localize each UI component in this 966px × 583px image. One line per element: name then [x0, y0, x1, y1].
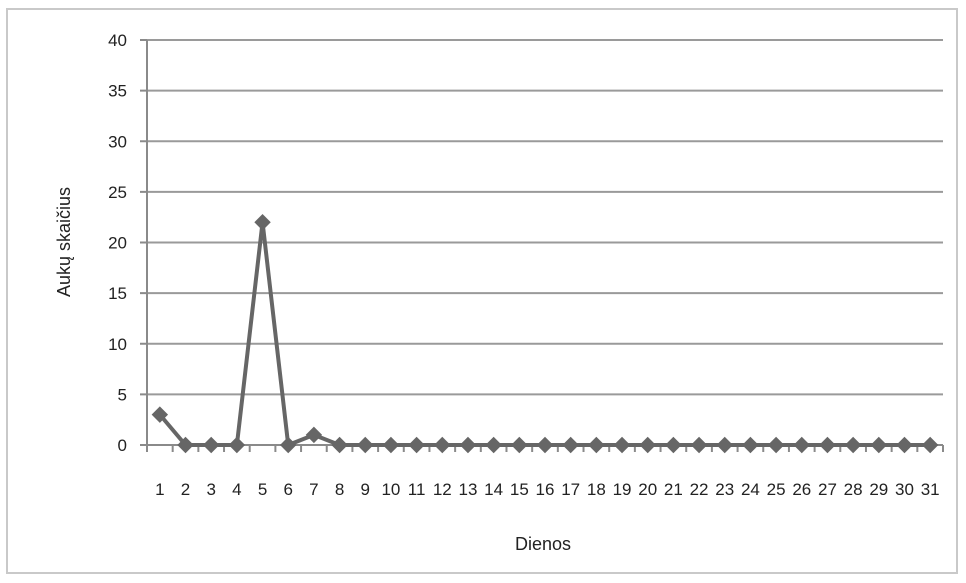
data-point-day-17 — [562, 436, 579, 454]
series-group — [151, 214, 939, 454]
data-point-day-20 — [639, 436, 656, 454]
data-point-day-21 — [665, 436, 682, 454]
y-tick-label-5: 5 — [118, 385, 127, 404]
x-tick-label-26: 26 — [792, 480, 811, 499]
x-tick-label-15: 15 — [510, 480, 529, 499]
y-tick-label-0: 0 — [118, 436, 127, 455]
x-tick-label-22: 22 — [690, 480, 709, 499]
data-point-day-29 — [870, 436, 888, 454]
gridlines — [147, 39, 943, 396]
x-tick-label-14: 14 — [484, 480, 503, 499]
x-tick-label-23: 23 — [715, 480, 734, 499]
data-point-day-31 — [921, 436, 939, 454]
x-tick-label-18: 18 — [587, 480, 606, 499]
series-line-0 — [158, 220, 931, 447]
x-tick-label-4: 4 — [232, 480, 241, 499]
data-point-day-2 — [177, 436, 194, 454]
y-tick-label-35: 35 — [108, 82, 127, 101]
data-point-day-8 — [331, 436, 348, 454]
data-point-day-27 — [819, 436, 836, 454]
x-tick-label-28: 28 — [844, 480, 863, 499]
data-point-day-13 — [459, 436, 477, 454]
data-point-day-24 — [742, 436, 759, 454]
x-tick-label-6: 6 — [283, 480, 292, 499]
y-tick-label-15: 15 — [108, 284, 127, 303]
data-point-day-28 — [844, 436, 862, 454]
x-tick-label-2: 2 — [181, 480, 190, 499]
data-point-day-6 — [280, 436, 297, 454]
y-axis-ticks: 0 5 10 15 20 25 30 35 40 — [108, 31, 147, 455]
data-point-day-5 — [254, 214, 271, 231]
x-tick-label-19: 19 — [613, 480, 632, 499]
data-point-day-18 — [588, 436, 605, 454]
x-tick-label-3: 3 — [206, 480, 215, 499]
y-tick-label-20: 20 — [108, 234, 127, 253]
x-tick-label-9: 9 — [361, 480, 370, 499]
x-tick-label-24: 24 — [741, 480, 760, 499]
x-axis-title: Dienos — [515, 534, 571, 554]
y-tick-label-40: 40 — [108, 31, 127, 50]
data-point-day-10 — [382, 436, 400, 454]
data-point-day-11 — [408, 436, 425, 454]
data-point-day-15 — [511, 436, 528, 454]
data-point-day-16 — [536, 436, 554, 454]
x-tick-label-31: 31 — [921, 480, 940, 499]
x-tick-label-7: 7 — [309, 480, 318, 499]
data-point-day-14 — [485, 436, 502, 454]
data-point-day-22 — [690, 436, 708, 454]
y-axis-title: Aukų skaičius — [54, 187, 74, 297]
x-tick-label-29: 29 — [869, 480, 888, 499]
x-tick-label-11: 11 — [408, 480, 426, 499]
data-point-day-25 — [767, 436, 785, 454]
x-tick-label-1: 1 — [155, 480, 164, 499]
x-tick-label-13: 13 — [459, 480, 478, 499]
data-point-day-12 — [434, 436, 451, 454]
x-tick-label-25: 25 — [767, 480, 786, 499]
x-tick-label-30: 30 — [895, 480, 914, 499]
data-point-day-30 — [896, 436, 913, 454]
data-point-day-26 — [793, 436, 810, 454]
y-tick-label-30: 30 — [108, 132, 127, 151]
x-tick-label-20: 20 — [638, 480, 657, 499]
x-tick-label-10: 10 — [381, 480, 400, 499]
data-point-day-3 — [202, 436, 220, 454]
x-tick-label-8: 8 — [335, 480, 344, 499]
y-tick-label-10: 10 — [108, 335, 127, 354]
x-tick-labels: 1 2 3 4 5 6 7 8 9 10 11 12 13 14 15 16 17 18 19 20 21 22 23 24 2… — [155, 480, 940, 499]
chart-frame — [6, 8, 958, 574]
x-tick-label-27: 27 — [818, 480, 837, 499]
data-point-day-1 — [151, 406, 169, 423]
x-tick-label-16: 16 — [536, 480, 555, 499]
y-tick-label-25: 25 — [108, 183, 127, 202]
data-point-day-19 — [613, 436, 631, 454]
data-point-day-9 — [357, 436, 374, 454]
x-tick-label-17: 17 — [561, 480, 580, 499]
x-tick-label-12: 12 — [433, 480, 452, 499]
data-point-day-23 — [716, 436, 733, 454]
data-point-day-7 — [305, 426, 323, 444]
x-tick-label-21: 21 — [664, 480, 683, 499]
data-point-day-4 — [228, 436, 246, 454]
x-tick-label-5: 5 — [258, 480, 267, 499]
